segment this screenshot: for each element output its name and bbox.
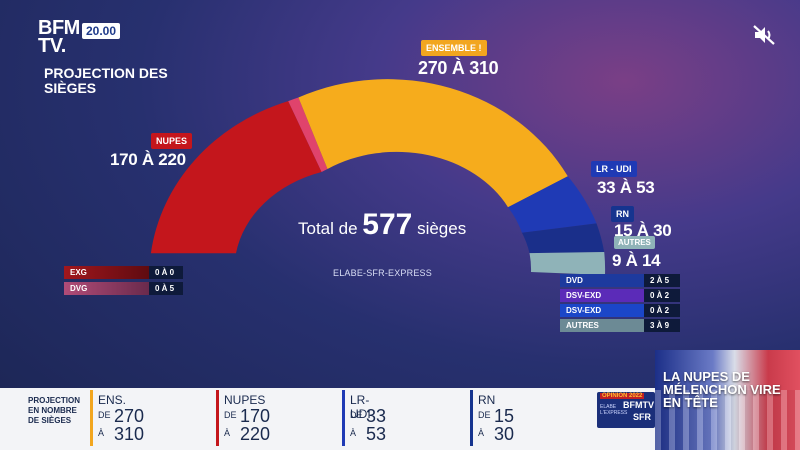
row-dvd: DVD 2 À 5 <box>560 274 680 287</box>
lr-udi-segment <box>508 176 597 233</box>
row-label: DSV-EXD <box>560 289 644 302</box>
ensemble-tag: ENSEMBLE ! <box>421 40 487 56</box>
total-prefix: Total de <box>298 219 358 238</box>
row-label: DSV-EXD <box>560 304 644 317</box>
row-autres: AUTRES 3 À 9 <box>560 319 680 332</box>
min-seats: 270 <box>114 406 145 426</box>
total-seats: Total de 577 sièges <box>298 208 466 242</box>
promo-small: ELABE L'EXPRESS <box>600 404 628 416</box>
row-value: 2 À 5 <box>644 274 680 287</box>
max-seats: 310 <box>114 424 145 444</box>
max-seats: 30 <box>494 424 515 444</box>
to-label: À <box>98 428 105 438</box>
promo-brand-1: BFMTV <box>623 400 654 410</box>
lr-udi-tag: LR - UDI <box>591 161 637 177</box>
to-label: À <box>224 428 231 438</box>
row-value: 0 À 5 <box>149 282 183 295</box>
row-label: AUTRES <box>560 319 644 332</box>
rn-range: 15 À 30 <box>614 221 672 240</box>
row-value: 0 À 0 <box>149 266 183 279</box>
from-label: DE <box>98 410 111 420</box>
poll-promo-badge: OPINION 2022 ELABE L'EXPRESS BFMTV SFR <box>597 392 655 428</box>
autres-tag: AUTRES <box>614 236 655 249</box>
from-label: DE <box>224 410 237 420</box>
row-value: 0 À 2 <box>644 304 680 317</box>
min-seats: 33 <box>366 406 387 426</box>
row-value: 0 À 2 <box>644 289 680 302</box>
party-name: NUPES <box>224 393 266 407</box>
row-value: 3 À 9 <box>644 319 680 332</box>
page-title: PROJECTION DES SIÈGES <box>44 65 168 96</box>
nupes-range: 170 À 220 <box>110 150 186 169</box>
nupes-tag: NUPES <box>151 133 193 149</box>
party-color-bar <box>342 390 345 446</box>
row-dsv-exd-2: DSV-EXD 0 À 2 <box>560 304 680 317</box>
min-seats: 170 <box>240 406 271 426</box>
news-headline: LA NUPES DE MÉLENCHON VIRE EN TÊTE <box>663 369 781 410</box>
to-label: À <box>478 428 485 438</box>
row-label: DVG <box>64 282 149 295</box>
to-label: À <box>350 428 357 438</box>
min-seats: 15 <box>494 406 515 426</box>
max-seats: 220 <box>240 424 271 444</box>
max-seats: 53 <box>366 424 387 444</box>
rn-segment <box>522 223 605 254</box>
row-dsv-exd: DSV-EXD 0 À 2 <box>560 289 680 302</box>
autres-range: 9 À 14 <box>612 251 661 270</box>
party-color-bar <box>90 390 93 446</box>
party-color-bar <box>216 390 219 446</box>
nupes-segment <box>150 101 322 254</box>
logo-line-1: BFM <box>38 17 80 39</box>
logo-line-2: TV. <box>38 35 66 57</box>
row-label: DVD <box>560 274 644 287</box>
promo-brand-2: SFR <box>633 412 651 422</box>
ensemble-segment <box>298 79 568 208</box>
total-suffix: sièges <box>417 219 467 238</box>
row-label: EXG <box>64 266 149 279</box>
total-value: 577 <box>362 208 413 241</box>
promo-tag: OPINION 2022 <box>600 393 645 399</box>
dvg-segment <box>288 97 328 172</box>
speaker-muted-icon[interactable] <box>752 24 776 46</box>
party-name: RN <box>478 393 496 407</box>
channel-logo: BFM TV. <box>38 17 80 57</box>
from-label: DE <box>350 410 363 420</box>
ensemble-range: 270 À 310 <box>418 58 499 78</box>
rn-tag: RN <box>611 206 634 222</box>
poll-source: ELABE-SFR-EXPRESS <box>333 268 432 278</box>
lr-udi-range: 33 À 53 <box>597 178 655 197</box>
autres-segment <box>529 252 606 275</box>
from-label: DE <box>478 410 491 420</box>
party-name: LR-UDI <box>350 393 371 421</box>
ticker-title: PROJECTION EN NOMBRE DE SIÈGES <box>28 396 81 425</box>
party-color-bar <box>470 390 473 446</box>
building-image <box>655 390 800 450</box>
broadcast-time: 20.00 <box>82 23 121 39</box>
news-thumbnail[interactable]: LA NUPES DE MÉLENCHON VIRE EN TÊTE <box>655 350 800 450</box>
party-name: ENS. <box>98 393 127 407</box>
